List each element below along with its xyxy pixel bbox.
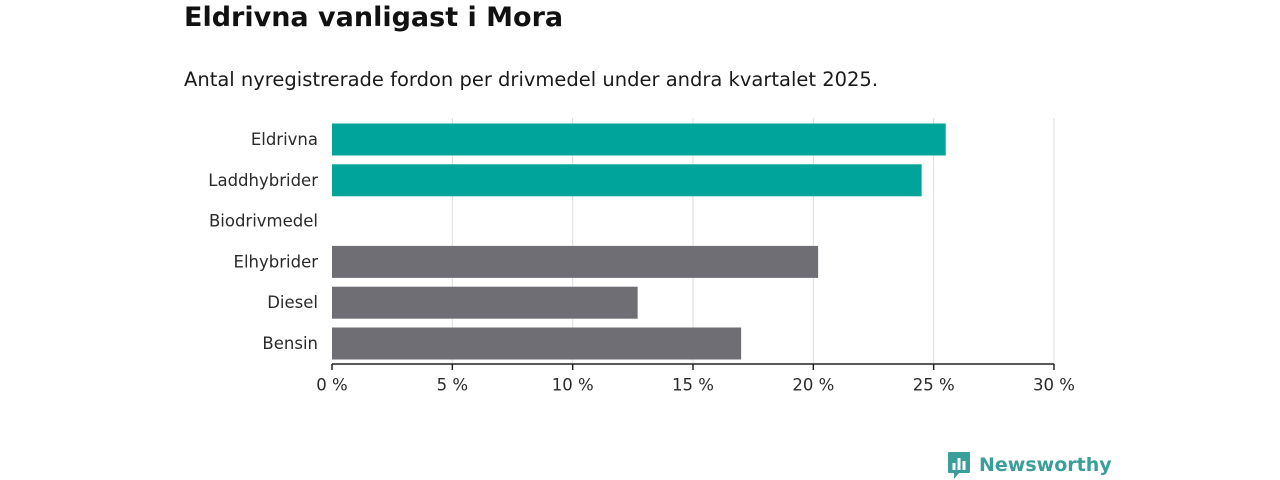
category-label: Bensin <box>262 334 318 353</box>
category-label: Elhybrider <box>234 252 319 271</box>
x-tick-label: 10 % <box>552 376 594 395</box>
x-tick-label: 20 % <box>792 376 834 395</box>
bar-elhybrider <box>332 245 819 278</box>
x-tick-label: 30 % <box>1033 376 1075 395</box>
bar-laddhybrider <box>332 164 922 197</box>
x-tick-label: 15 % <box>672 376 714 395</box>
bar-chart-speech-bubble-icon <box>948 452 970 479</box>
bar-diesel <box>332 286 638 319</box>
bar-bensin <box>332 327 742 360</box>
category-label: Diesel <box>267 293 318 312</box>
category-label: Biodrivmedel <box>209 212 318 231</box>
newsworthy-logo: Newsworthy <box>947 450 1112 480</box>
bar-eldrivna <box>332 123 946 156</box>
category-label: Eldrivna <box>251 130 318 149</box>
x-tick-label: 25 % <box>913 376 955 395</box>
brand-name: Newsworthy <box>979 454 1112 476</box>
bars <box>332 123 946 360</box>
grid-lines <box>451 118 1055 364</box>
x-tick-label: 5 % <box>437 376 468 395</box>
chart-subtitle: Antal nyregistrerade fordon per drivmede… <box>184 68 879 91</box>
x-axis: 0 % 5 % 10 % 15 % 20 % 25 % 30 % <box>316 363 1075 395</box>
category-label: Laddhybrider <box>208 171 318 190</box>
chart-title: Eldrivna vanligast i Mora <box>184 2 564 33</box>
category-labels: Eldrivna Laddhybrider Biodrivmedel Elhybrid… <box>208 130 318 353</box>
x-tick-label: 0 % <box>316 376 347 395</box>
